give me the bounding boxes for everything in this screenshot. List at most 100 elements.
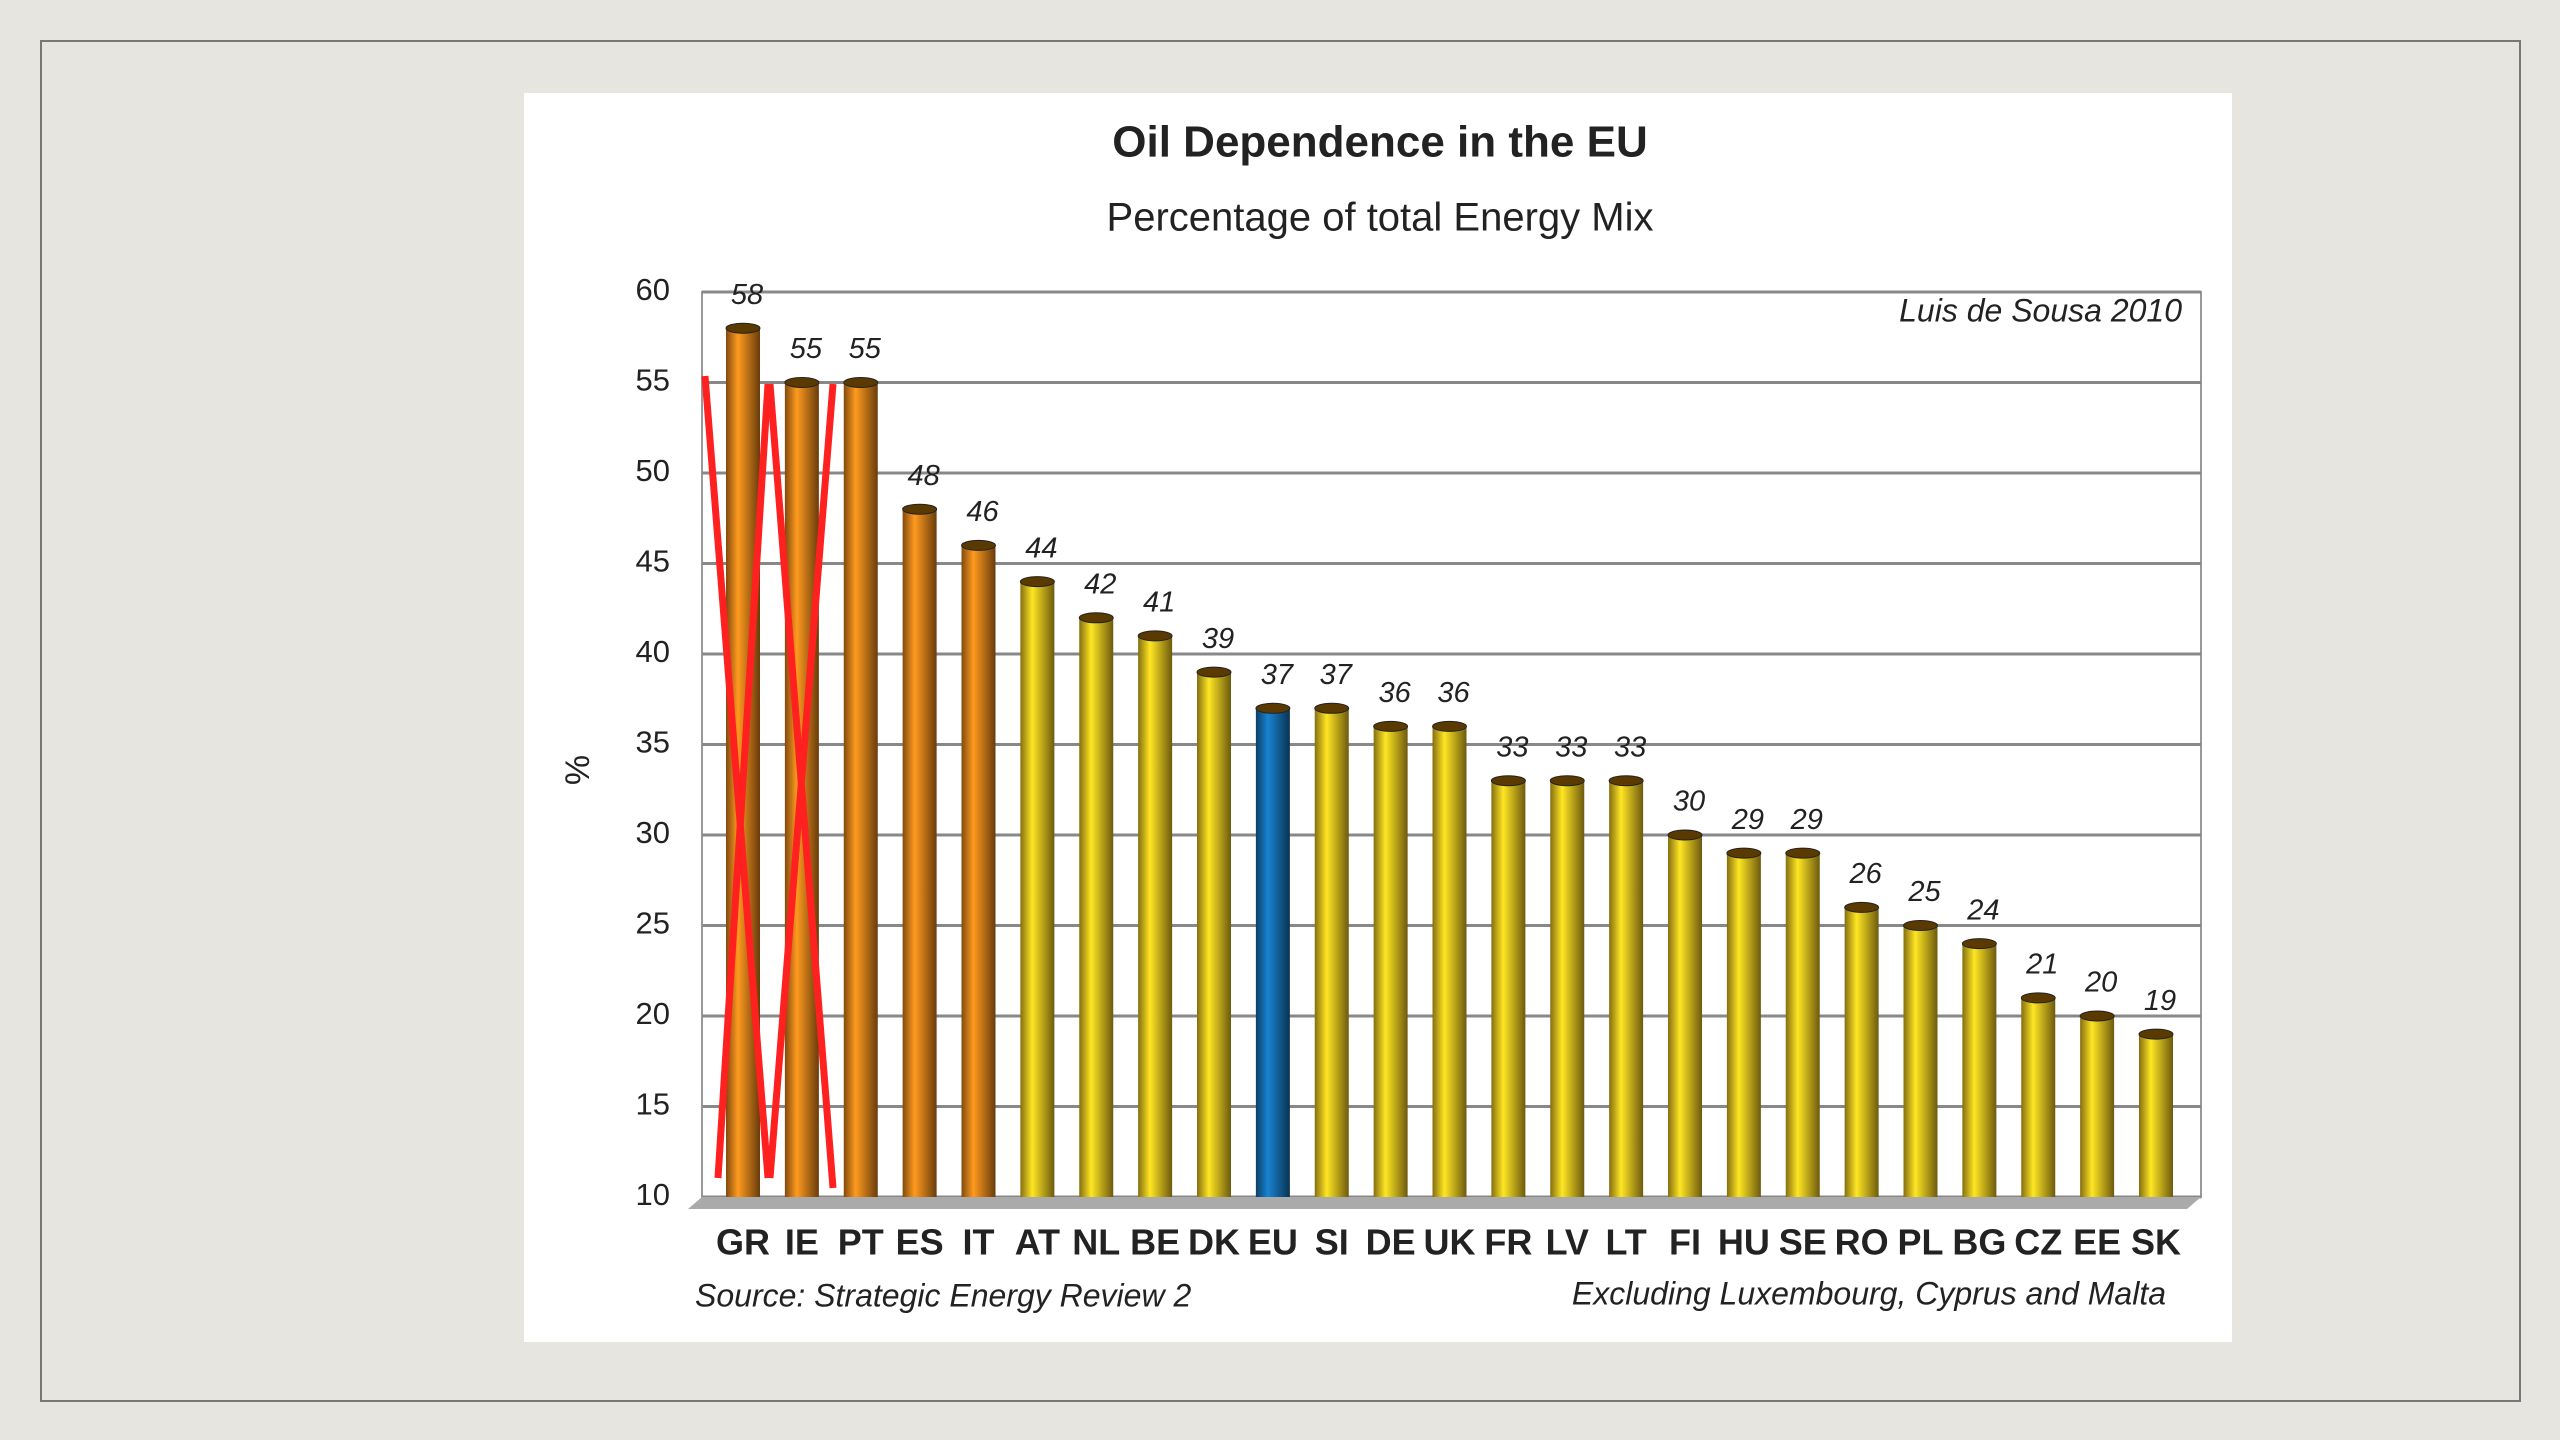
bar-cap [1726, 847, 1762, 859]
bar [902, 509, 937, 1197]
value-label: 19 [2144, 985, 2176, 1017]
floor [688, 1197, 2201, 1209]
bar [1668, 835, 1702, 1197]
x-tick-label: CZ [2014, 1222, 2062, 1263]
value-label: 24 [1966, 894, 1999, 926]
value-label: 37 [1320, 659, 1354, 691]
value-label: 48 [907, 460, 939, 492]
chart-subtitle: Percentage of total Energy Mix [1107, 196, 1654, 240]
bar [1197, 672, 1231, 1197]
bar-cap [1137, 630, 1173, 642]
y-tick-label: 25 [636, 906, 670, 941]
y-tick-label: 55 [636, 363, 670, 398]
x-tick-label: LV [1546, 1222, 1589, 1263]
value-label: 37 [1261, 659, 1295, 691]
bar-cap [2020, 992, 2056, 1004]
bar [1785, 853, 1820, 1197]
plot: 10 15 20 25 30 35 40 45 50 55 60 GR 58 IE 55 PT 55 ES 48 IT… [636, 272, 2202, 1263]
y-tick-label: 35 [636, 725, 670, 760]
bar-cap [1373, 720, 1409, 732]
bar [2021, 997, 2056, 1197]
bar-cap [1019, 576, 1055, 588]
x-tick-label: UK [1424, 1222, 1476, 1263]
x-tick-label: NL [1072, 1222, 1120, 1263]
value-label: 36 [1437, 677, 1470, 709]
value-label: 33 [1555, 731, 1587, 763]
bar-cap [1549, 775, 1585, 787]
bar [1314, 708, 1349, 1197]
x-tick-label: LT [1605, 1222, 1646, 1263]
bar-cap [2138, 1028, 2174, 1040]
bar [843, 382, 878, 1197]
value-label: 33 [1496, 731, 1528, 763]
x-tick-label: BG [1952, 1222, 2006, 1263]
bar-cap [843, 377, 879, 388]
cross-line [714, 383, 772, 1179]
bar [1079, 617, 1114, 1197]
bar [1550, 780, 1585, 1197]
x-tick-label: PT [838, 1222, 884, 1263]
x-tick-label: EE [2073, 1222, 2121, 1263]
x-tick-label: RO [1835, 1222, 1889, 1263]
value-label: 30 [1673, 786, 1705, 818]
x-tick-label: PL [1897, 1222, 1943, 1263]
annotation: Luis de Sousa 2010 [1899, 292, 2182, 328]
x-tick-label: FR [1484, 1222, 1532, 1263]
bar-cap [1078, 612, 1114, 624]
bar-cap [1196, 666, 1232, 678]
y-tick-label: 30 [636, 815, 670, 850]
value-label: 26 [1848, 858, 1882, 890]
bar-cap [784, 377, 820, 388]
y-tick-label: 60 [636, 272, 670, 307]
y-axis-label: % [559, 755, 597, 785]
x-tick-label: DE [1366, 1222, 1416, 1263]
value-label: 44 [1025, 532, 1057, 564]
bar [1138, 635, 1173, 1197]
bar-cap [1255, 702, 1291, 714]
y-tick-label: 20 [636, 996, 670, 1031]
value-label: 25 [1907, 876, 1941, 908]
bar-cap [902, 503, 938, 515]
x-tick-label: IE [785, 1222, 819, 1263]
note: Excluding Luxembourg, Cyprus and Malta [1572, 1275, 2166, 1311]
y-tick-label: 40 [636, 634, 670, 669]
bar [1020, 581, 1055, 1197]
x-tick-label: BE [1130, 1222, 1180, 1263]
x-tick-label: AT [1015, 1222, 1060, 1263]
value-label: 29 [1790, 804, 1823, 836]
chart-title: Oil Dependence in the EU [1112, 118, 1647, 167]
bar-cap [1785, 847, 1821, 859]
bar [1491, 780, 1526, 1197]
bar [2080, 1016, 2115, 1197]
value-label: 20 [2084, 967, 2117, 999]
bar-cap [1314, 702, 1350, 714]
y-tick-label: 45 [636, 544, 670, 579]
x-tick-label: DK [1188, 1222, 1240, 1263]
value-label: 58 [731, 279, 763, 311]
value-label: 39 [1202, 623, 1234, 655]
bar-cap [1608, 775, 1644, 787]
cross-marks [701, 375, 837, 1189]
bar [1726, 853, 1761, 1197]
x-tick-label: SI [1315, 1222, 1349, 1263]
bar [1962, 943, 1997, 1197]
y-tick-label: 50 [636, 453, 670, 488]
value-label: 46 [966, 496, 999, 528]
bar-cap [1490, 775, 1526, 787]
bar-cap [961, 539, 996, 551]
value-label: 29 [1731, 804, 1764, 836]
value-label: 42 [1084, 568, 1116, 600]
bar-cap [2079, 1010, 2115, 1022]
source: Source: Strategic Energy Review 2 [695, 1277, 1191, 1313]
x-tick-label: SE [1779, 1222, 1827, 1263]
value-label: 41 [1143, 587, 1175, 619]
value-label: 55 [790, 333, 823, 365]
x-tick-label: IT [963, 1222, 995, 1263]
bar [2139, 1034, 2173, 1197]
value-label: 33 [1614, 731, 1646, 763]
x-tick-label: GR [716, 1222, 770, 1263]
value-label: 21 [2025, 949, 2058, 981]
bar [1903, 925, 1938, 1197]
y-tick-label: 15 [636, 1087, 670, 1122]
